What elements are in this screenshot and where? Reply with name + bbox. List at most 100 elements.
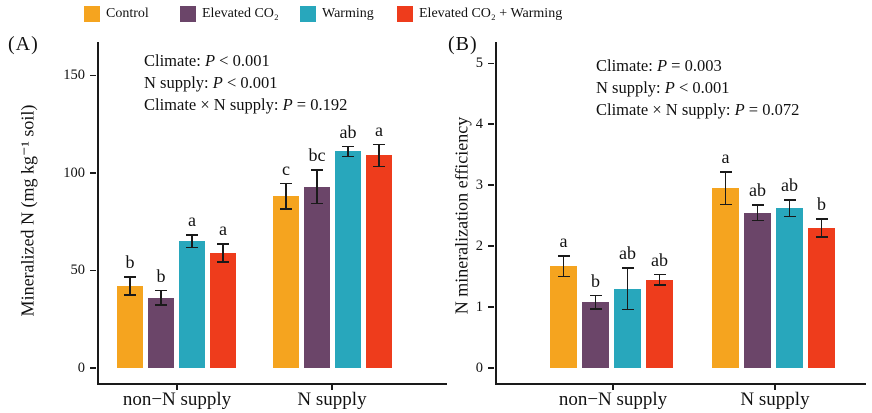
y-tick-mark (90, 74, 96, 77)
stats-line: Climate × N supply: P = 0.072 (596, 100, 800, 119)
error-bar (719, 171, 732, 206)
panel-b-category-label: non−N supply (558, 389, 668, 410)
y-tick-mark (488, 123, 494, 125)
y-tick-label: 2 (475, 238, 483, 255)
error-bar (124, 276, 136, 296)
error-bar (783, 199, 796, 218)
panel-b-y-axis-line (495, 42, 497, 385)
bar (148, 297, 174, 368)
panel-a-stats: Climate: P < 0.001 N supply: P < 0.001 C… (144, 50, 347, 116)
legend-label: Elevated CO₂ (202, 6, 279, 21)
panel-b-plot: a b ab ab a ab ab b (495, 48, 865, 368)
y-tick-mark (90, 367, 96, 369)
panel-a-x-axis-line (97, 383, 447, 385)
significance-letter: ab (619, 243, 636, 264)
panel-b-label: (B) (448, 33, 478, 55)
bar (273, 196, 299, 368)
y-tick-mark (488, 306, 494, 308)
stats-line: Climate: P < 0.001 (144, 51, 270, 70)
panel-a-x-tick (331, 384, 333, 390)
bar (304, 186, 330, 368)
bar (117, 286, 143, 368)
error-bar (217, 243, 229, 263)
significance-letter: bc (308, 144, 326, 165)
legend-label: Warming (322, 6, 374, 21)
significance-letter: a (559, 231, 568, 252)
bar-group: a b ab ab (550, 48, 673, 368)
panel-b-x-axis-line (495, 383, 866, 385)
significance-letter: a (375, 119, 383, 140)
significance-letter: a (219, 219, 227, 240)
legend-label: Elevated CO₂ + Warming (419, 6, 563, 21)
significance-letter: ab (651, 249, 668, 270)
bar (646, 279, 673, 368)
elevated-co2-swatch-icon (180, 6, 196, 22)
stats-line: N supply: P < 0.001 (596, 78, 730, 97)
bar (582, 302, 609, 368)
bar (335, 151, 361, 368)
panel-a-category-label: N supply (297, 389, 367, 410)
error-bar (280, 182, 292, 210)
error-bar (751, 204, 764, 222)
significance-letter: ab (749, 180, 766, 201)
error-bar (589, 294, 602, 310)
control-swatch-icon (84, 6, 100, 22)
y-tick-label: 100 (63, 164, 85, 181)
error-bar (342, 145, 354, 158)
y-tick-mark (488, 184, 494, 186)
bar (808, 227, 835, 368)
bar-group: a ab ab b (712, 48, 835, 368)
significance-letter: b (591, 270, 600, 291)
bar (744, 212, 771, 368)
legend-label: Control (106, 6, 149, 21)
significance-letter: a (188, 210, 196, 231)
bar-group: c bc ab a (273, 48, 392, 368)
error-bar (621, 267, 634, 311)
error-bar (373, 143, 385, 168)
legend-item-control: Control (84, 5, 149, 23)
y-tick-label: 5 (475, 55, 483, 72)
stats-line: Climate: P = 0.003 (596, 56, 722, 75)
error-bar (557, 255, 570, 278)
panel-b-category-label: N supply (740, 389, 810, 410)
error-bar (815, 218, 828, 238)
panel-b-x-tick (774, 384, 776, 390)
y-tick-label: 0 (475, 360, 483, 376)
bar (712, 188, 739, 368)
legend-item-elevated-co2: Elevated CO₂ (180, 5, 279, 23)
y-tick-mark (90, 269, 96, 272)
bar (776, 208, 803, 368)
y-tick-mark (488, 245, 494, 247)
y-tick-label: 0 (77, 360, 85, 376)
panel-a-y-ticks: 0 50 100 150 (50, 48, 96, 376)
error-bar (653, 273, 666, 286)
y-tick-mark (90, 172, 96, 174)
panel-a-plot: b b a a c bc ab a (97, 48, 445, 368)
error-bar (311, 169, 323, 205)
significance-letter: ab (781, 175, 798, 196)
panel-a-y-axis-line (97, 42, 99, 385)
error-bar (186, 234, 198, 248)
warming-swatch-icon (300, 6, 316, 22)
significance-letter: ab (339, 121, 357, 142)
significance-letter: a (721, 147, 730, 168)
legend-item-elevated-co2-warming: Elevated CO₂ + Warming (397, 5, 562, 23)
y-tick-mark (488, 62, 494, 64)
legend-item-warming: Warming (300, 5, 374, 23)
error-bar (155, 289, 167, 306)
bar (550, 266, 577, 368)
y-tick-label: 1 (475, 299, 483, 316)
significance-letter: b (125, 252, 135, 273)
panel-b-stats: Climate: P = 0.003 N supply: P < 0.001 C… (596, 55, 799, 121)
y-tick-label: 3 (475, 177, 483, 194)
y-tick-mark (488, 367, 494, 369)
y-tick-label: 50 (70, 262, 86, 279)
panel-b-x-tick (612, 384, 614, 390)
panel-a-x-tick (176, 384, 178, 390)
panel-a-label: (A) (8, 33, 39, 55)
stats-line: Climate × N supply: P = 0.192 (144, 95, 348, 114)
bar (210, 252, 236, 368)
stats-line: N supply: P < 0.001 (144, 73, 278, 92)
